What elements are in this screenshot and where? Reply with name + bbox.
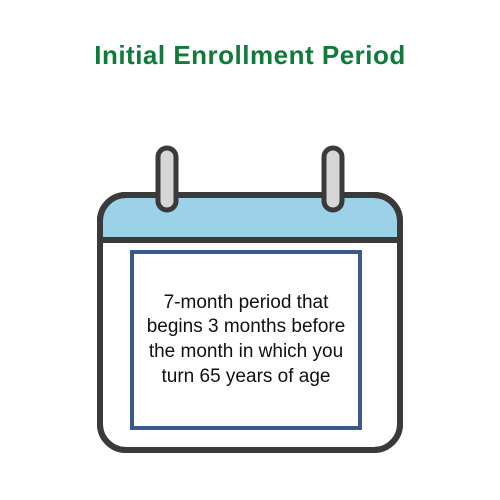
page-title: Initial Enrollment Period [0, 40, 500, 71]
calendar-illustration: 7-month period that begins 3 months befo… [95, 140, 405, 460]
infographic-root: Initial Enrollment Period 7-month period… [0, 0, 500, 500]
calendar-text-frame: 7-month period that begins 3 months befo… [130, 250, 362, 430]
enrollment-description: 7-month period that begins 3 months befo… [142, 291, 350, 390]
